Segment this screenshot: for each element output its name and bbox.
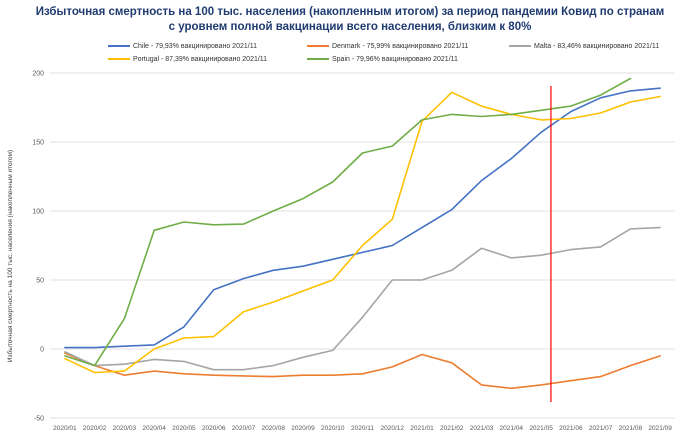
x-tick-label: 2020/04 [142,425,166,432]
x-tick-label: 2020/08 [261,425,285,432]
legend-item-chile: Chile - 79,93% вакцинировано 2021/11 [108,43,257,50]
x-tick-label: 2021/05 [529,425,553,432]
x-tick-label: 2020/06 [202,425,226,432]
x-tick-label: 2021/06 [559,425,583,432]
series-line-3 [64,91,661,374]
axis-layer: -50 0 50 100 150 200 2020/01 2020/02 2020/03 2020… [32,71,672,433]
x-tick-label: 2020/11 [351,425,374,432]
x-tick-label: 2020/02 [83,425,107,432]
x-tick-label: 2021/07 [589,425,613,432]
legend-item-portugal: Portugal - 87,39% вакцинировано 2021/11 [108,56,267,63]
legend-swatch-denmark [307,45,329,48]
legend-swatch-portugal [108,58,130,61]
chart-title-line-2: с уровнем полной вакцинации всего населе… [168,21,532,33]
legend-swatch-malta [509,45,531,48]
y-tick-label: 200 [32,71,44,78]
x-tick-label: 2020/01 [53,425,77,432]
x-tick-label: 2020/07 [232,425,256,432]
series-line-1 [64,352,661,390]
x-tick-label: 2020/03 [113,425,137,432]
legend-label-portugal: Portugal - 87,39% вакцинировано 2021/11 [133,56,268,63]
x-tick-label: 2020/09 [291,425,315,432]
y-tick-label: 100 [32,209,44,216]
series-line-0 [64,87,661,349]
y-axis-label: Избыточная смертность на 100 тыс. населе… [6,150,14,362]
y-tick-label: 0 [40,347,44,354]
y-tick-label: 150 [32,140,44,147]
x-tick-label: 2021/09 [648,425,672,432]
legend-label-denmark: Denmark - 75,99% вакцинировано 2021/11 [332,43,469,50]
x-tick-label: 2020/10 [321,425,345,432]
legend-label-malta: Malta - 83,46% вакцинировано 2021/11 [534,43,660,50]
y-tick-label: 50 [36,278,44,285]
chart-title-line-1: Избыточная смертность на 100 тыс. населе… [35,6,665,18]
x-tick-label: 2021/08 [619,425,643,432]
series-line-2 [64,226,661,371]
legend-swatch-spain [307,58,329,61]
legend-label-spain: Spain - 79,96% вакцинировано 2021/11 [332,56,458,63]
legend-item-malta: Malta - 83,46% вакцинировано 2021/11 [509,43,659,50]
x-tick-label: 2021/04 [500,425,524,432]
grid-layer [50,72,675,419]
x-tick-label: 2021/02 [440,425,464,432]
legend-item-denmark: Denmark - 75,99% вакцинировано 2021/11 [307,43,468,50]
legend-item-spain: Spain - 79,96% вакцинировано 2021/11 [307,56,458,63]
y-tick-label: -50 [34,416,44,423]
x-tick-label: 2021/03 [470,425,494,432]
x-tick-label: 2021/01 [410,425,434,432]
legend-swatch-chile [108,45,130,48]
legend-label-chile: Chile - 79,93% вакцинировано 2021/11 [133,43,257,50]
x-tick-label: 2020/05 [172,425,196,432]
series-line-4 [64,77,632,367]
x-tick-label: 2020/12 [381,425,405,432]
series-layer [64,77,661,390]
